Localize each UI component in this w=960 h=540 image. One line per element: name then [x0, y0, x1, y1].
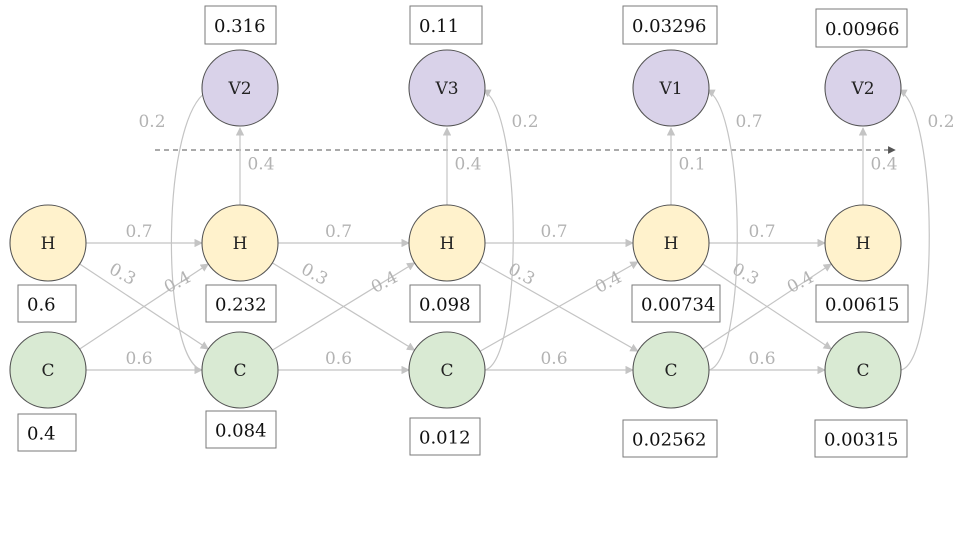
edge-label-c-c-1: 0.6 [325, 349, 352, 369]
state-node-label-c-3: C [664, 361, 677, 381]
prob-box-h-1 [205, 284, 277, 323]
prob-box-c-4 [814, 419, 908, 458]
state-node-h-0 [9, 204, 87, 282]
state-node-c-3 [632, 331, 710, 409]
prob-value-h-1: 0.232 [215, 295, 267, 316]
edge-c-v-2 [706, 89, 738, 371]
state-node-v-2 [632, 49, 710, 127]
edge-label-h-c-2: 0.3 [505, 259, 538, 289]
state-node-h-3 [632, 204, 710, 282]
prob-box-v-2 [622, 5, 718, 45]
state-node-label-h-1: H [233, 234, 248, 254]
edges-layer [79, 88, 930, 375]
edge-c-v-0 [170, 88, 211, 371]
prob-value-c-1: 0.084 [215, 421, 267, 442]
state-node-label-v-3: V2 [850, 79, 874, 99]
prob-value-c-4: 0.00315 [824, 430, 898, 451]
prob-box-h-3 [631, 284, 721, 323]
state-node-v-1 [408, 49, 486, 127]
edge-c-h-1 [272, 262, 416, 351]
edge-c-v-1 [482, 89, 514, 371]
edge-label-h-c-3: 0.3 [729, 259, 762, 289]
state-node-c-4 [824, 331, 902, 409]
edge-label-h-v-1: 0.4 [454, 155, 481, 175]
edge-label-c-v-2: 0.7 [735, 112, 762, 132]
prob-value-c-0: 0.4 [27, 424, 56, 445]
edge-label-c-v-0: 0.2 [138, 112, 165, 132]
edge-label-h-h-0: 0.7 [125, 222, 152, 242]
prob-value-v-1: 0.11 [419, 16, 459, 37]
edge-label-c-h-1: 0.4 [368, 267, 401, 297]
state-node-label-v-0: V2 [227, 79, 251, 99]
prob-value-h-2: 0.098 [419, 295, 471, 316]
edge-c-h-2 [479, 261, 639, 352]
prob-box-v-1 [409, 5, 483, 45]
prob-value-v-2: 0.03296 [632, 16, 706, 37]
boxes-layer: 0.6 0.232 0.098 0.00734 0.00615 0.4 0.084 0.012… [17, 5, 909, 458]
edge-label-h-h-3: 0.7 [748, 222, 775, 242]
edge-label-c-v-1: 0.2 [511, 112, 538, 132]
state-node-label-c-0: C [41, 361, 54, 381]
prob-value-v-3: 0.00966 [825, 19, 899, 40]
state-node-h-4 [824, 204, 902, 282]
state-node-c-2 [408, 331, 486, 409]
state-node-h-1 [201, 204, 279, 282]
prob-value-c-3: 0.02562 [632, 430, 706, 451]
prob-value-h-0: 0.6 [27, 295, 56, 316]
prob-box-c-3 [622, 419, 718, 458]
prob-box-h-2 [409, 284, 481, 323]
prob-box-c-1 [205, 410, 277, 449]
prob-value-v-0: 0.316 [214, 16, 266, 37]
edge-label-c-h-0: 0.4 [161, 267, 194, 297]
state-node-label-h-0: H [41, 234, 56, 254]
state-node-label-c-1: C [233, 361, 246, 381]
state-node-label-v-2: V1 [658, 79, 682, 99]
state-node-label-h-3: H [664, 234, 679, 254]
edge-label-h-h-2: 0.7 [540, 222, 567, 242]
state-node-label-v-1: V3 [434, 79, 458, 99]
edge-c-h-3 [702, 263, 833, 350]
state-node-h-2 [408, 204, 486, 282]
state-node-v-3 [824, 49, 902, 127]
state-node-label-h-2: H [440, 234, 455, 254]
edge-label-h-h-1: 0.7 [325, 222, 352, 242]
prob-box-h-0 [17, 284, 77, 323]
state-node-c-0 [9, 331, 87, 409]
prob-box-c-0 [17, 413, 77, 452]
prob-value-h-3: 0.00734 [641, 295, 715, 316]
state-node-v-0 [201, 49, 279, 127]
edge-label-c-v-3: 0.2 [927, 112, 954, 132]
prob-value-h-4: 0.00615 [825, 295, 899, 316]
edge-label-c-c-2: 0.6 [540, 349, 567, 369]
edge-label-h-c-1: 0.3 [298, 259, 331, 289]
state-node-label-h-4: H [856, 234, 871, 254]
prob-box-h-4 [815, 284, 909, 323]
edge-label-c-c-3: 0.6 [748, 349, 775, 369]
state-node-label-c-4: C [856, 361, 869, 381]
edge-c-h-0 [79, 263, 210, 350]
state-node-label-c-2: C [440, 361, 453, 381]
edge-label-h-v-2: 0.1 [678, 155, 705, 175]
prob-box-v-0 [204, 5, 277, 45]
edge-label-h-v-0: 0.4 [247, 155, 274, 175]
edge-label-c-c-0: 0.6 [125, 349, 152, 369]
prob-box-c-2 [409, 417, 481, 456]
edge-label-c-h-3: 0.4 [784, 267, 817, 297]
edge-label-h-v-3: 0.4 [870, 155, 897, 175]
edge-c-v-3 [898, 89, 930, 371]
prob-value-c-2: 0.012 [419, 428, 471, 449]
edge-label-h-c-0: 0.3 [106, 259, 139, 289]
prob-box-v-3 [815, 8, 908, 48]
state-node-c-1 [201, 331, 279, 409]
nodes-layer: H C H C H C H C H C V2 V3 V1 V2 [9, 49, 902, 409]
